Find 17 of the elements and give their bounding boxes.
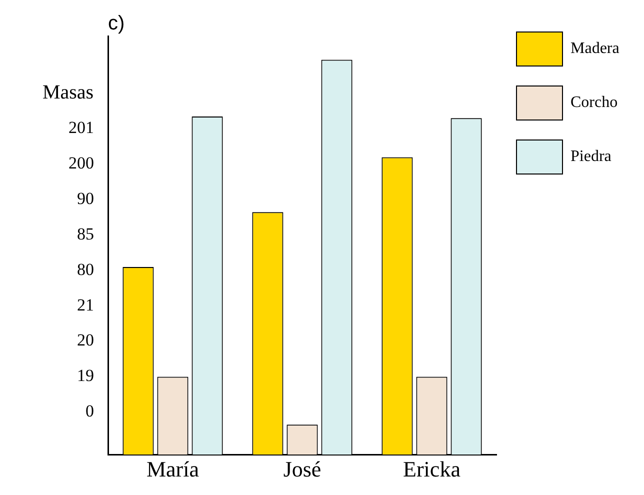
text: 20 (77, 330, 94, 350)
text: 0 (86, 402, 94, 421)
text: 200 (68, 154, 94, 173)
text: 80 (77, 260, 94, 279)
text: 201 (68, 118, 94, 138)
text: 90 (77, 189, 94, 208)
y-axis-title: Masas (42, 82, 94, 104)
chart-title: c) (108, 12, 125, 35)
x-tick-label: Ericka (403, 456, 461, 482)
x-tick-label: José (283, 456, 322, 482)
text: 85 (77, 224, 94, 244)
legend-label: Madera (570, 40, 620, 58)
legend-label: Piedra (570, 148, 612, 166)
legend-label: Corcho (570, 94, 618, 112)
x-tick-label: María (146, 456, 200, 482)
text: 21 (77, 295, 94, 314)
text: 19 (77, 366, 94, 386)
